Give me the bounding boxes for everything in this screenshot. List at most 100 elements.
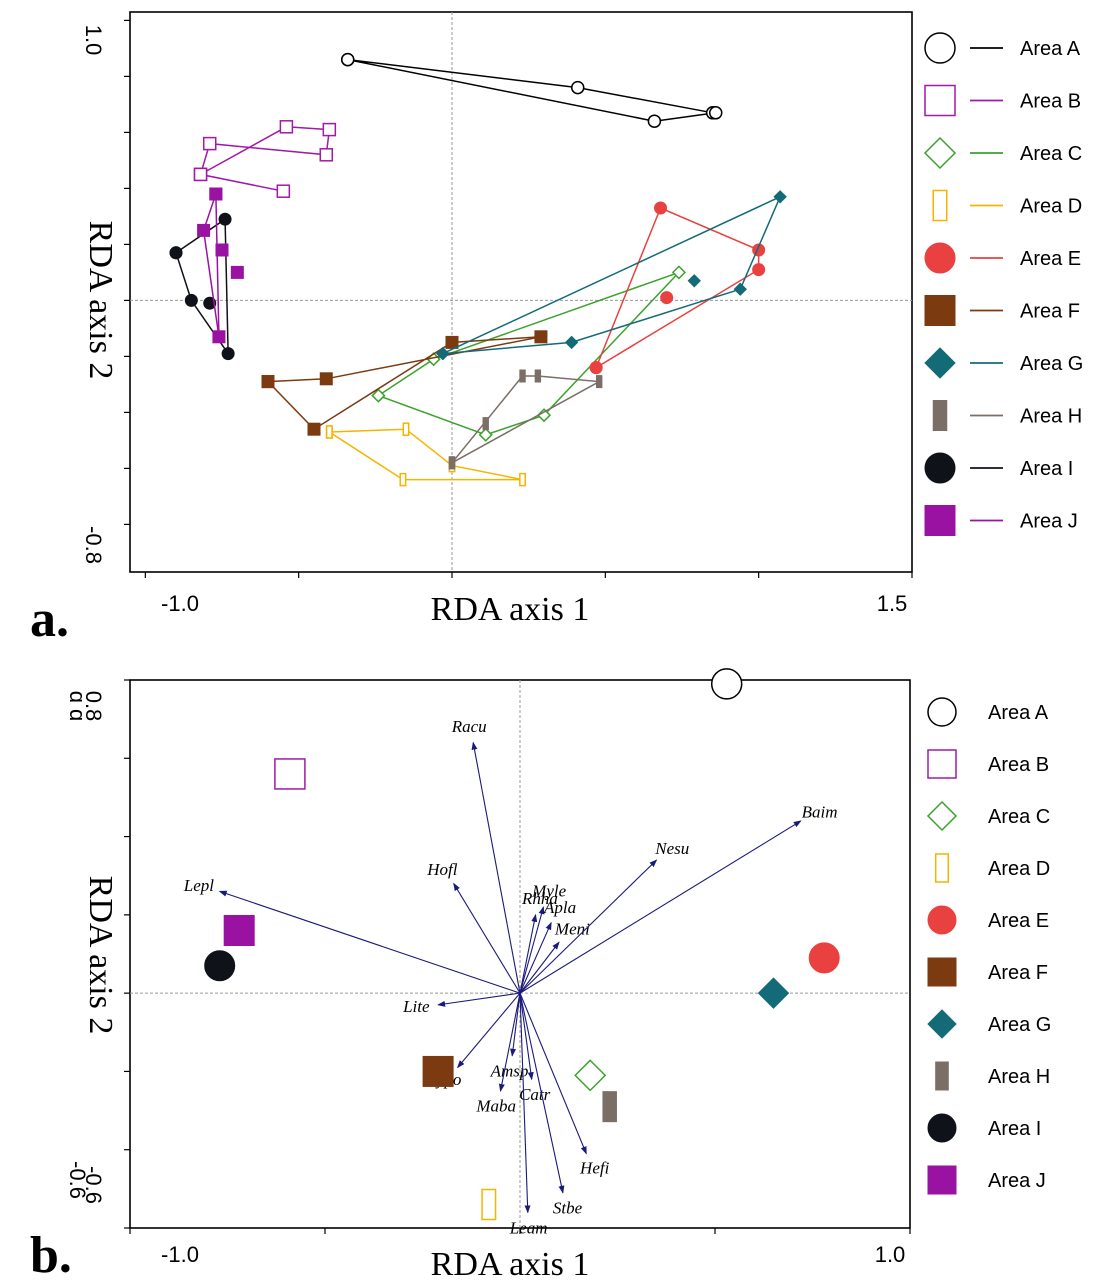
area-b-point — [322, 122, 337, 137]
panel-a-y-tick-min: -0.8 — [81, 526, 106, 564]
legend-label-area-g: Area G — [1020, 353, 1083, 375]
area-b-trajectory — [199, 126, 331, 192]
species-vector-racu — [471, 741, 521, 994]
area-d-trajectory — [328, 428, 523, 481]
panel-a-x-tick-max: 1.5 — [877, 591, 908, 616]
area-i-point — [169, 246, 183, 260]
area-h-point — [534, 369, 542, 383]
area-a-point — [570, 80, 585, 95]
legend-label-area-f: Area F — [1020, 301, 1080, 323]
area-j-trajectory — [202, 193, 220, 337]
area-j-point — [212, 330, 226, 344]
legend-b-marker-area-c — [926, 800, 958, 832]
area-g-point — [773, 190, 787, 204]
area-f-point — [534, 330, 548, 344]
legend-marker-area-i — [924, 452, 956, 484]
species-label-racu: Racu — [451, 717, 487, 736]
legend-marker-area-d — [932, 189, 948, 222]
legend-b-label-area-i: Area I — [988, 1118, 1041, 1140]
species-vector-stbe — [519, 993, 565, 1194]
legend-b-label-area-g: Area G — [988, 1014, 1051, 1036]
panel-a-x-axis-title: RDA axis 1 — [431, 591, 590, 628]
area-f-centroid — [422, 1055, 454, 1087]
species-vector-baim — [519, 820, 802, 994]
legend-b-marker-area-j — [927, 1165, 957, 1195]
species-vector-nesu — [519, 859, 658, 994]
area-d-point — [402, 422, 410, 436]
legend-b-label-area-f: Area F — [988, 962, 1048, 984]
area-f-point — [261, 375, 275, 389]
area-g-point — [687, 274, 701, 288]
area-h-point — [596, 375, 603, 389]
area-i-point — [184, 293, 198, 307]
area-e-point — [660, 291, 674, 305]
area-d-centroid — [481, 1188, 497, 1221]
species-vector-hofl — [453, 882, 521, 994]
area-h-point — [519, 369, 526, 383]
species-label-leam: Leam — [509, 1218, 548, 1237]
area-g-point — [436, 346, 450, 361]
panel-b-y-tick-max-overprint: ɑ ɑ — [65, 691, 90, 722]
panel-b-y-tick-max: 0.8 — [81, 691, 106, 722]
species-label-rhha: Rhha — [521, 889, 558, 908]
area-e-point — [589, 361, 603, 375]
area-d-point — [325, 425, 333, 439]
species-vector-lite — [437, 992, 521, 1007]
species-label-apla: Apla — [543, 898, 576, 917]
species-vector-myle — [519, 906, 545, 994]
species-label-hofl: Hofl — [426, 860, 458, 879]
area-b-point — [279, 120, 294, 134]
panel-a-x-tick-min: -1.0 — [161, 591, 199, 616]
area-d-point — [399, 472, 407, 487]
area-h-centroid — [602, 1091, 617, 1123]
area-b-point — [193, 167, 208, 182]
panel-b-x-tick-max: 1.0 — [875, 1242, 906, 1267]
legend-b-marker-area-h — [935, 1061, 949, 1091]
panel-a-letter: a. — [30, 591, 69, 648]
area-h-point — [448, 456, 456, 470]
area-g-trajectory — [442, 195, 782, 355]
area-j-point — [209, 187, 223, 201]
panel-a-data — [169, 52, 787, 487]
area-i-point — [221, 347, 235, 361]
area-c-point — [536, 408, 552, 423]
area-a-point — [340, 52, 355, 67]
panel-b-y-tick-min-overprint: -0.6 — [65, 1161, 90, 1199]
area-f-point — [307, 422, 321, 436]
legend-label-area-b: Area B — [1020, 91, 1081, 113]
area-b-point — [202, 136, 217, 151]
legend-marker-area-b — [924, 84, 956, 117]
legend-label-area-d: Area D — [1020, 196, 1082, 218]
legend-b-marker-area-d — [934, 853, 950, 883]
legend-b-marker-area-f — [927, 957, 957, 987]
species-vector-meni — [519, 941, 560, 994]
panel-a-y-axis-title: RDA axis 2 — [82, 221, 119, 380]
species-label-meni: Meni — [554, 920, 590, 939]
legend-marker-area-f — [924, 295, 956, 326]
legend-b-marker-area-b — [927, 749, 957, 779]
species-vector-maba — [498, 993, 521, 1092]
area-j-point — [215, 243, 229, 257]
legend-label-area-i: Area I — [1020, 458, 1073, 480]
legend-marker-area-h — [932, 400, 948, 431]
area-g-point — [733, 282, 747, 296]
area-c-point — [371, 388, 386, 403]
legend-marker-area-e — [924, 242, 956, 274]
legend-b-label-area-a: Area A — [988, 702, 1049, 724]
legend-b-label-area-e: Area E — [988, 910, 1049, 932]
panel-b-legend: Area A Area B Area C Area D Area E Area F Area… — [926, 697, 1051, 1195]
species-vector-cypo — [456, 992, 521, 1069]
area-i-centroid — [204, 950, 236, 982]
area-b-point — [319, 148, 334, 162]
legend-b-marker-area-a — [927, 697, 957, 727]
species-vector-leam — [519, 993, 531, 1214]
species-label-lite: Lite — [402, 997, 430, 1016]
area-a-centroid — [710, 668, 743, 700]
species-label-myle: Myle — [531, 882, 566, 901]
legend-b-marker-area-e — [927, 905, 957, 935]
species-label-amsp: Amsp — [490, 1062, 529, 1081]
area-h-trajectory — [451, 375, 602, 464]
area-d-point — [519, 472, 526, 487]
area-i-point — [218, 212, 232, 226]
